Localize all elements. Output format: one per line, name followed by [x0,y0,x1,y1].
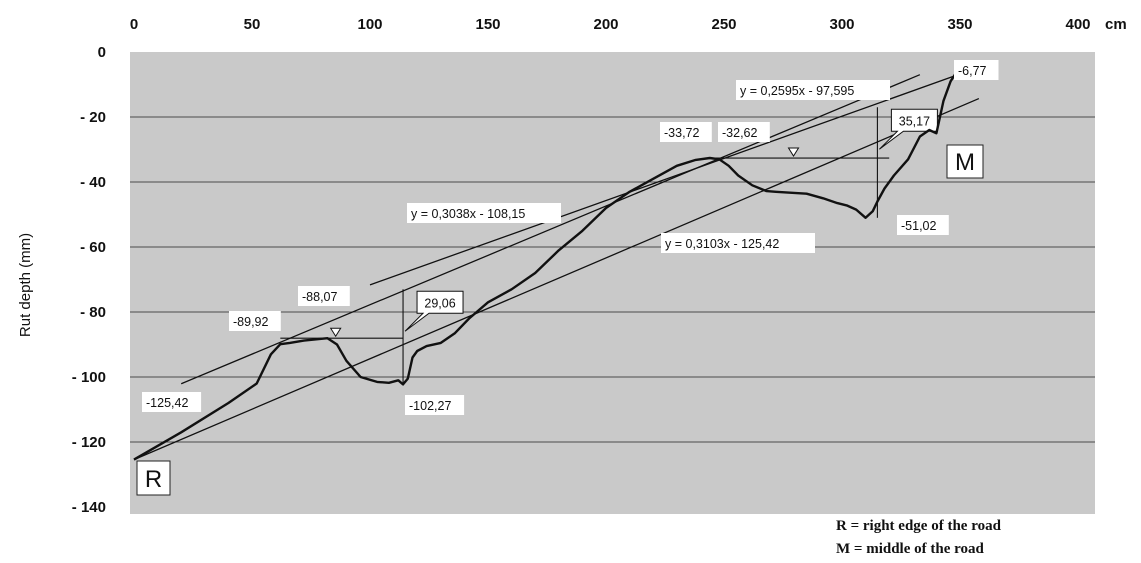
value-annotation-box [897,215,949,235]
depth-markers: 29,06 35,17 [402,107,938,385]
legend-note-m: M = middle of the road [836,541,985,557]
x-tick-label: 250 [711,16,736,33]
value-annotation: -88,07 [302,290,337,304]
water-level-marker [329,327,342,338]
y-axis-title: Rut depth (mm) [17,233,34,337]
water-level-marker [787,147,800,157]
regression-line [180,74,921,385]
value-annotation: -102,27 [409,399,451,413]
x-tick-label: 50 [244,16,261,33]
regression-line [133,97,980,461]
value-annotation-box [405,395,465,415]
regression-label-box [661,233,815,253]
y-tick-label: 0 [98,44,106,61]
plot-area [130,52,1095,514]
y-tick-label: - 60 [80,239,106,256]
regression-labels: y = 0,3038x - 108,15 y = 0,3103x - 125,42… [407,80,890,253]
depth-value-label: 29,06 [424,296,455,310]
y-tick-label: - 140 [72,499,106,516]
depth-callout [879,108,938,150]
regression-label: y = 0,2595x - 97,595 [740,84,854,98]
value-annotations: -125,42 -89,92 -88,07 -102,27 -33,72 -32,62 -5… [142,60,999,415]
label-m-box [946,144,984,179]
value-annotation-box [954,60,999,80]
y-tick-label: - 80 [80,304,106,321]
value-annotation: -32,62 [722,126,757,140]
label-r: R [145,466,162,493]
x-tick-label: 400 [1065,16,1090,33]
y-tick-label: - 40 [80,174,106,191]
rut-profile-line [133,73,957,461]
regression-label-box [407,203,561,223]
x-tick-label: 100 [357,16,382,33]
y-tick-label: - 120 [72,434,106,451]
x-tick-label: 150 [475,16,500,33]
value-annotation: -51,02 [901,219,936,233]
value-annotation-box [142,392,202,412]
x-tick-label: 350 [947,16,972,33]
depth-value-label: 35,17 [899,114,930,128]
value-annotation: -89,92 [233,315,268,329]
regression-line [369,75,954,286]
value-annotation-box [229,311,281,331]
regression-label-box [736,80,890,100]
value-annotation: -33,72 [664,126,699,140]
legend-note-r: R = right edge of the road [836,518,1002,534]
x-tick-label: 300 [829,16,854,33]
regression-label: y = 0,3038x - 108,15 [411,207,525,221]
y-tick-label: - 100 [72,369,106,386]
y-axis-ticks: 0 - 20 - 40 - 60 - 80 - 100 - 120 - 140 [72,44,106,516]
depth-callout [404,290,464,332]
x-tick-label: 0 [130,16,138,33]
x-axis-unit: cm [1105,16,1127,33]
value-annotation: -6,77 [958,64,987,78]
x-axis-ticks: 0 50 100 150 200 250 300 350 400 [130,16,1091,33]
regression-lines [133,74,980,461]
y-tick-label: - 20 [80,109,106,126]
regression-label: y = 0,3103x - 125,42 [665,237,779,251]
label-m: M [955,149,975,176]
value-annotation-box [718,122,770,142]
value-annotation-box [298,286,350,306]
value-annotation-box [660,122,712,142]
x-tick-label: 200 [593,16,618,33]
value-annotation: -125,42 [146,396,188,410]
label-r-box [136,460,171,496]
water-level-lines [280,147,890,339]
